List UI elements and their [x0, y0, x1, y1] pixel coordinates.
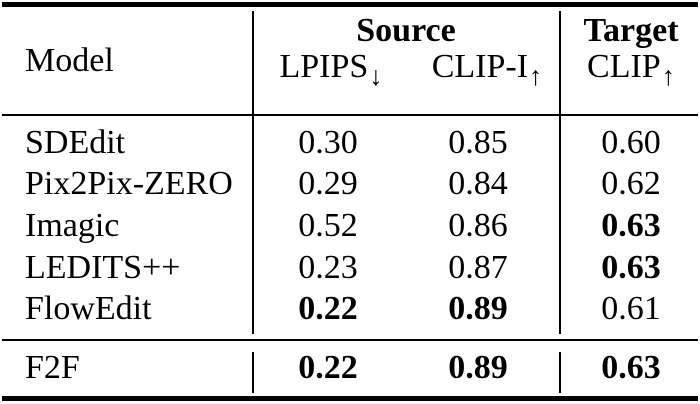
target-clip-value-cell: 0.63 — [601, 249, 661, 286]
target-clip-column-label: CLIP — [587, 48, 661, 85]
clip-i-value-cell: 0.84 — [448, 165, 508, 202]
header-rule — [2, 114, 698, 116]
up-arrow-icon: ↑ — [661, 60, 675, 91]
lpips-column-header: LPIPS↓ — [256, 46, 406, 91]
divider-model-source-footer — [252, 352, 254, 393]
down-arrow-icon: ↓ — [369, 60, 383, 91]
divider-model-source-main — [252, 11, 254, 334]
lpips-value-cell: 0.30 — [298, 124, 358, 161]
lpips-column-label: LPIPS — [279, 48, 369, 85]
lpips-value-cell: 0.29 — [298, 165, 358, 202]
model-cell: Imagic — [25, 207, 120, 244]
up-arrow-icon: ↑ — [529, 60, 543, 91]
target-clip-value-cell: 0.60 — [601, 124, 661, 161]
divider-source-target-main — [559, 11, 561, 334]
top-rule — [2, 2, 698, 7]
lpips-value-cell: 0.23 — [298, 249, 358, 286]
bottom-rule — [2, 396, 698, 401]
clip-i-value-cell: 0.89 — [448, 290, 508, 327]
lpips-value-cell: 0.22 — [298, 349, 358, 386]
model-cell: SDEdit — [25, 124, 126, 161]
model-cell-f2f: F2F — [25, 349, 80, 386]
lpips-value-cell: 0.52 — [298, 207, 358, 244]
model-cell: FlowEdit — [25, 290, 152, 327]
target-clip-value-cell: 0.63 — [601, 207, 661, 244]
model-cell: Pix2Pix-ZERO — [25, 165, 233, 202]
clip-i-column-label: CLIP-I — [431, 48, 529, 85]
target-clip-column-header: CLIP↑ — [562, 46, 700, 91]
target-clip-value-cell: 0.62 — [601, 165, 661, 202]
target-clip-value-cell: 0.63 — [601, 349, 661, 386]
clip-i-value-cell: 0.89 — [448, 349, 508, 386]
model-cell: LEDITS++ — [25, 249, 181, 286]
lpips-value-cell: 0.22 — [298, 290, 358, 327]
target-group-header: Target — [583, 12, 679, 49]
clip-i-column-header: CLIP-I↑ — [412, 46, 562, 91]
model-column-header: Model — [25, 42, 114, 79]
clip-i-value-cell: 0.86 — [448, 207, 508, 244]
divider-source-target-footer — [559, 352, 561, 393]
target-clip-value-cell: 0.61 — [601, 290, 661, 327]
source-group-header: Source — [356, 12, 456, 49]
section-rule — [2, 339, 698, 341]
clip-i-value-cell: 0.87 — [448, 249, 508, 286]
clip-i-value-cell: 0.85 — [448, 124, 508, 161]
